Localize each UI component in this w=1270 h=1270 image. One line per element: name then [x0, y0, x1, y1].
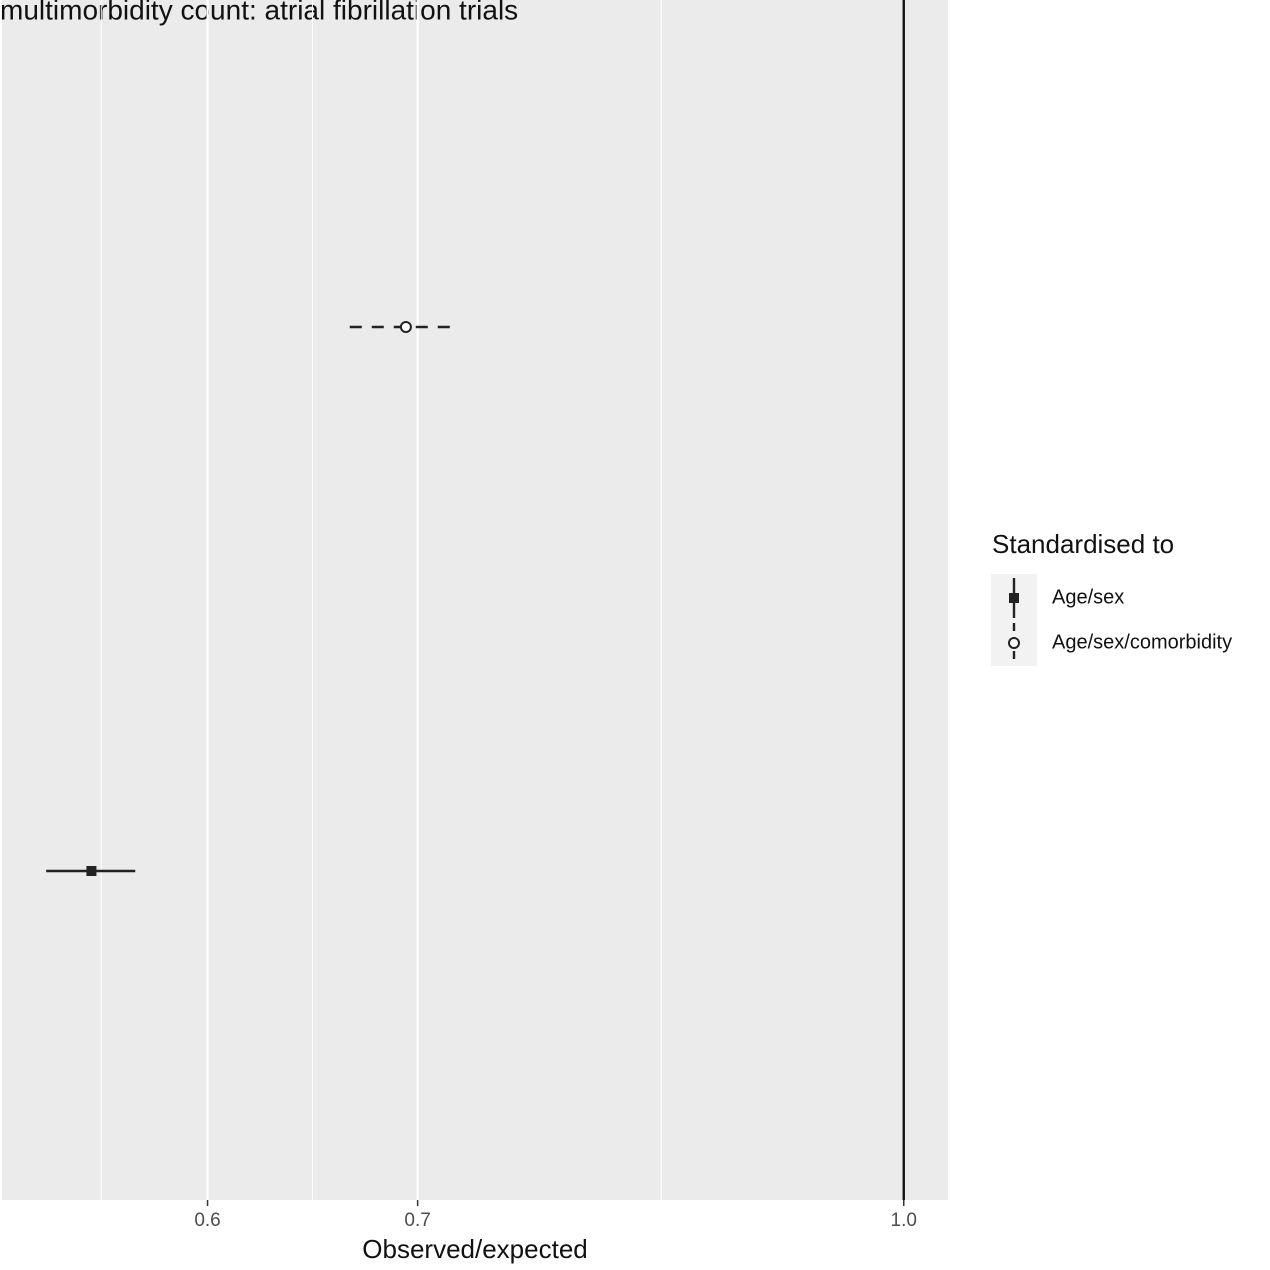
point	[86, 866, 97, 876]
x-tick-label: 0.7	[404, 1210, 430, 1231]
legend-title: Standardised to	[992, 529, 1174, 559]
x-axis-label: Observed/expected	[362, 1234, 587, 1264]
x-tick-label: 1.0	[891, 1210, 917, 1231]
panel	[2, 0, 948, 1200]
x-tick-label: 0.6	[194, 1210, 220, 1231]
legend-key-point	[1009, 593, 1019, 603]
point	[399, 321, 412, 333]
legend-key-point	[1008, 637, 1020, 649]
legend-label: Age/sex	[1052, 586, 1124, 608]
legend-label: Age/sex/comorbidity	[1052, 631, 1232, 653]
chart-title: multimorbidity count: atrial fibrillatio…	[0, 0, 518, 25]
